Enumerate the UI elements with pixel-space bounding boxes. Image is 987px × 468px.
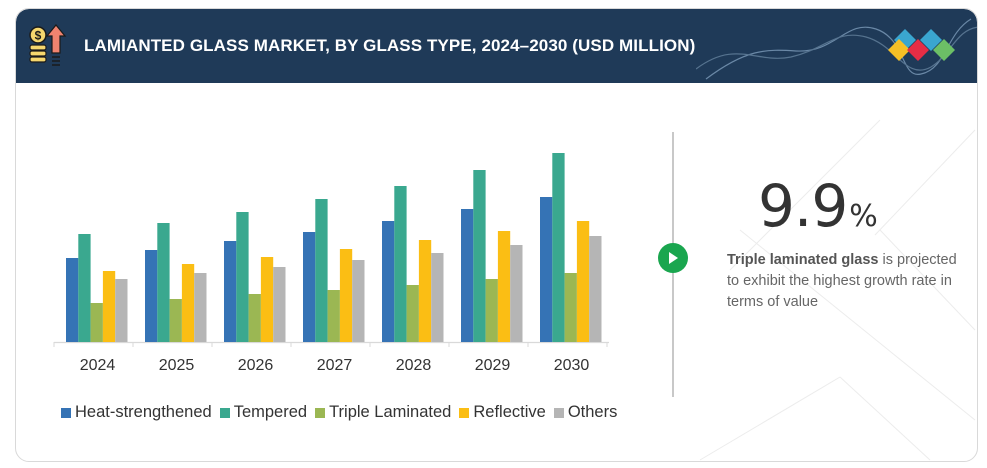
bar-tempered-2027: [315, 199, 328, 342]
x-tick-label: 2026: [238, 357, 274, 374]
bar-reflective-2029: [497, 231, 511, 342]
bar-triple-laminated-2027: [327, 290, 340, 342]
x-tick-label: 2028: [396, 357, 432, 374]
bar-others-2024: [115, 279, 128, 342]
bar-tempered-2029: [473, 170, 486, 342]
legend-item-heat-strengthened: Heat-strengthened: [61, 403, 212, 422]
bar-reflective-2025: [181, 264, 195, 342]
kpi-block: 9.9%: [758, 172, 878, 240]
legend-swatch: [219, 407, 230, 418]
bar-others-2026: [273, 267, 286, 342]
bar-tempered-2024: [78, 234, 91, 342]
bar-triple-laminated-2026: [248, 294, 261, 342]
bar-triple-laminated-2024: [90, 303, 103, 342]
svg-text:$: $: [35, 29, 42, 43]
bar-reflective-2028: [418, 240, 432, 342]
bar-reflective-2027: [339, 249, 353, 342]
play-button[interactable]: [658, 243, 688, 273]
bar-heat-strengthened-2026: [224, 241, 237, 342]
legend-swatch: [459, 407, 470, 418]
x-tick-label: 2024: [80, 357, 116, 374]
legend-swatch: [61, 407, 71, 418]
bar-others-2030: [589, 236, 602, 342]
x-tick-label: 2030: [554, 357, 590, 374]
bar-heat-strengthened-2027: [303, 232, 316, 342]
bar-tempered-2030: [552, 153, 565, 342]
legend-label: Tempered: [233, 403, 308, 421]
bar-tempered-2028: [394, 186, 407, 342]
bar-reflective-2030: [576, 221, 590, 342]
bar-tempered-2026: [236, 212, 249, 342]
chart-legend: Heat-strengthened Tempered Triple Laminate…: [61, 403, 625, 422]
legend-item-others: Others: [553, 403, 618, 422]
bar-others-2028: [431, 253, 444, 342]
bar-reflective-2026: [260, 257, 274, 342]
bar-triple-laminated-2028: [406, 285, 419, 342]
legend-label: Others: [567, 403, 618, 421]
legend-label: Triple Laminated: [329, 403, 452, 421]
bar-heat-strengthened-2030: [540, 197, 553, 342]
bar-heat-strengthened-2025: [145, 250, 158, 342]
bar-heat-strengthened-2028: [382, 221, 395, 342]
legend-label: Reflective: [473, 403, 546, 421]
legend-item-reflective: Reflective: [459, 403, 546, 422]
kpi-description-highlight: Triple laminated glass: [727, 252, 879, 268]
kpi-unit: %: [849, 199, 878, 234]
money-growth-icon: $: [29, 24, 67, 66]
bar-reflective-2024: [102, 271, 116, 342]
x-tick-label: 2025: [159, 357, 195, 374]
chart-title: LAMIANTED GLASS MARKET, BY GLASS TYPE, 2…: [84, 36, 696, 55]
bar-triple-laminated-2029: [485, 279, 498, 342]
x-tick-label: 2027: [317, 357, 353, 374]
bar-triple-laminated-2025: [169, 299, 182, 342]
kpi-description: Triple laminated glass is projected to e…: [727, 250, 967, 313]
legend-label: Heat-strengthened: [75, 403, 212, 421]
legend-swatch: [315, 407, 326, 418]
bar-triple-laminated-2030: [564, 273, 577, 342]
header-bar: $ LAMIANTED GLASS MARKET, BY GLASS TYPE,…: [16, 9, 977, 83]
bar-heat-strengthened-2029: [461, 209, 474, 342]
kpi-value: 9.9: [758, 172, 848, 240]
x-tick-label: 2029: [475, 357, 511, 374]
brand-logo: [888, 29, 955, 61]
kpi-description-text: is projected to exhibit the highest grow…: [727, 252, 957, 310]
bar-tempered-2025: [157, 223, 170, 342]
legend-item-tempered: Tempered: [219, 403, 308, 422]
legend-swatch: [553, 407, 564, 418]
play-icon: [669, 252, 678, 264]
legend-item-triple-laminated: Triple Laminated: [315, 403, 451, 422]
bar-others-2025: [194, 273, 207, 342]
bar-others-2029: [510, 245, 523, 342]
bar-others-2027: [352, 260, 365, 342]
bar-heat-strengthened-2024: [66, 258, 79, 342]
